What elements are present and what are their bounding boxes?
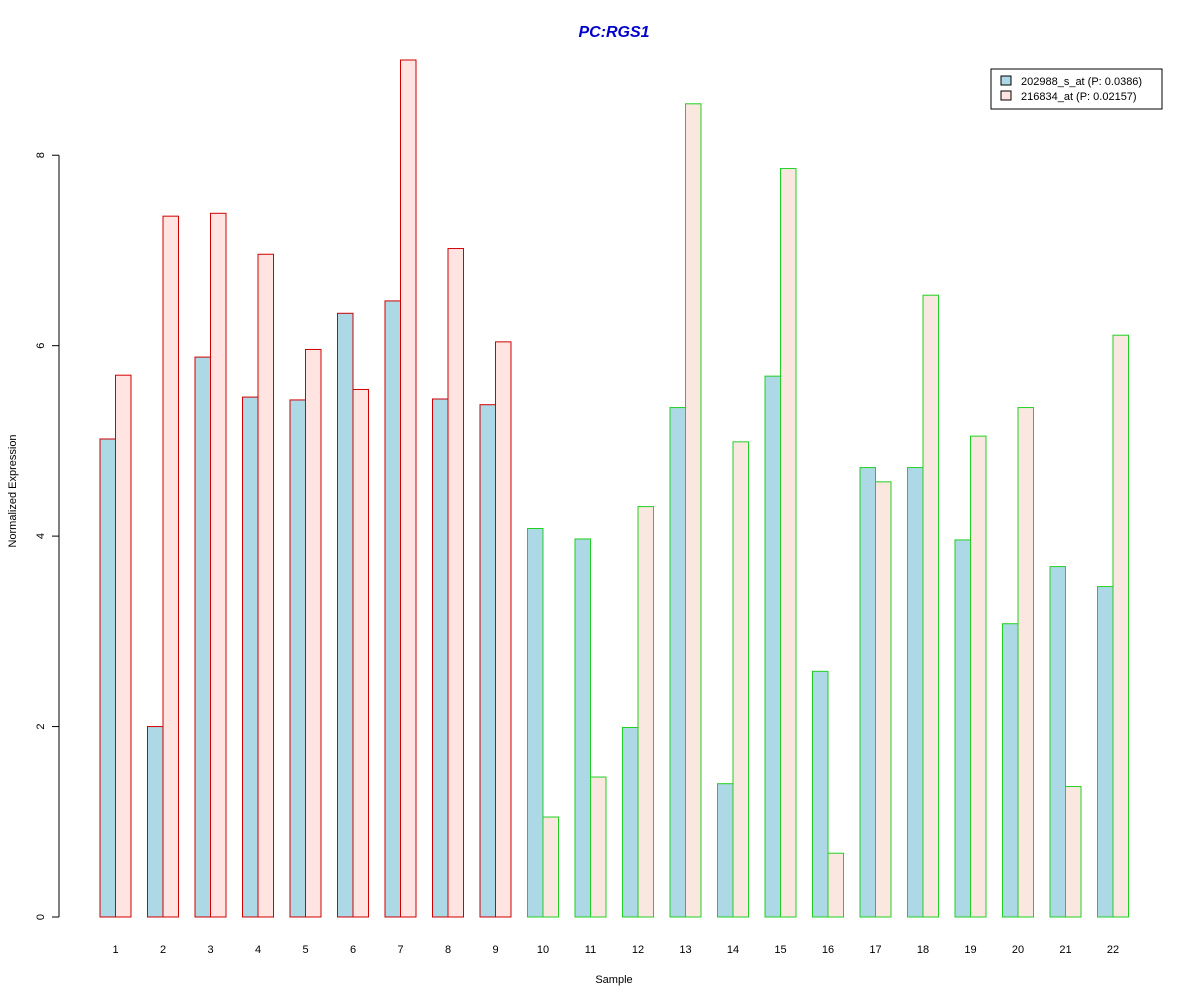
- bar-202988-s-at: [1002, 623, 1019, 918]
- x-tick-label: 2: [160, 944, 166, 956]
- bar-202988-s-at: [384, 300, 401, 918]
- x-tick-label: 9: [492, 944, 498, 956]
- bar-202988-s-at: [337, 312, 354, 918]
- x-tick-label: 22: [1107, 944, 1119, 956]
- x-tick-label: 3: [207, 944, 213, 956]
- legend-label-202988: 202988_s_at (P: 0.0386): [1021, 76, 1142, 88]
- bar-202988-s-at: [764, 375, 781, 918]
- bar-216834-at: [542, 816, 559, 918]
- bars-group: [99, 59, 1129, 918]
- bar-202988-s-at: [479, 404, 496, 918]
- x-tick-label: 7: [397, 944, 403, 956]
- bar-216834-at: [590, 776, 607, 918]
- bar-202988-s-at: [812, 670, 829, 918]
- y-tick-label: 0: [35, 914, 47, 920]
- y-tick-label: 2: [35, 723, 47, 729]
- x-tick-label: 11: [585, 944, 596, 956]
- chart-title: PC:RGS1: [578, 24, 649, 41]
- bar-216834-at: [637, 506, 654, 918]
- bar-202988-s-at: [907, 467, 924, 918]
- bar-202988-s-at: [527, 527, 544, 918]
- bar-216834-at: [352, 388, 369, 918]
- bar-202988-s-at: [99, 438, 116, 918]
- x-tick-label: 5: [302, 944, 308, 956]
- x-tick-label: 6: [350, 944, 356, 956]
- bar-202988-s-at: [717, 783, 734, 918]
- x-tick-label: 12: [632, 944, 644, 956]
- bar-216834-at: [875, 481, 892, 918]
- bar-216834-at: [115, 374, 132, 918]
- y-tick-label: 6: [35, 343, 47, 349]
- bar-216834-at: [1017, 407, 1034, 918]
- x-tick-label: 14: [727, 944, 739, 956]
- bar-216834-at: [780, 168, 797, 918]
- bar-216834-at: [305, 348, 322, 918]
- y-tick-label: 4: [35, 533, 47, 539]
- legend-swatch-216834: [1000, 90, 1012, 101]
- bar-216834-at: [1065, 786, 1082, 918]
- x-tick-label: 19: [964, 944, 976, 956]
- bar-202988-s-at: [147, 726, 164, 918]
- y-axis-label: Normalized Expression: [7, 434, 19, 547]
- bar-216834-at: [495, 341, 512, 918]
- bar-202988-s-at: [432, 398, 449, 918]
- bar-216834-at: [827, 852, 844, 918]
- bar-202988-s-at: [194, 356, 211, 918]
- x-tick-label: 18: [917, 944, 929, 956]
- x-tick-label: 20: [1012, 944, 1024, 956]
- bar-202988-s-at: [1049, 566, 1066, 918]
- bar-216834-at: [257, 253, 274, 918]
- x-tick-label: 8: [445, 944, 451, 956]
- x-tick-labels: 1 2 3 4 5 6 7 8 9 10 11 12 13 14 15 16 17 18 19 20 21 22: [112, 944, 1119, 956]
- bar-202988-s-at: [289, 399, 306, 918]
- bar-216834-at: [922, 294, 939, 918]
- bar-202988-s-at: [954, 539, 971, 918]
- bar-216834-at: [1112, 334, 1129, 918]
- bar-202988-s-at: [622, 727, 639, 918]
- bar-216834-at: [685, 103, 702, 918]
- bar-216834-at: [400, 59, 417, 918]
- bar-216834-at: [162, 215, 179, 918]
- y-axis: 0 2 4 6 8: [35, 152, 60, 920]
- bar-216834-at: [732, 441, 749, 918]
- legend-box: [990, 68, 1163, 110]
- bar-202988-s-at: [574, 538, 591, 918]
- bar-216834-at: [447, 248, 464, 918]
- x-tick-label: 1: [112, 944, 118, 956]
- x-tick-label: 17: [869, 944, 881, 956]
- x-tick-label: 4: [255, 944, 261, 956]
- x-tick-label: 21: [1059, 944, 1071, 956]
- bar-216834-at: [210, 212, 227, 918]
- x-tick-label: 10: [537, 944, 549, 956]
- x-tick-label: 15: [774, 944, 786, 956]
- bar-216834-at: [970, 435, 987, 918]
- x-tick-label: 16: [822, 944, 834, 956]
- bar-202988-s-at: [669, 407, 686, 918]
- bar-202988-s-at: [1097, 586, 1114, 918]
- legend-label-216834: 216834_at (P: 0.02157): [1021, 91, 1137, 103]
- legend: 202988_s_at (P: 0.0386) 216834_at (P: 0.…: [990, 68, 1163, 110]
- bar-202988-s-at: [859, 467, 876, 918]
- y-tick-label: 8: [35, 152, 47, 158]
- bar-202988-s-at: [242, 396, 259, 918]
- x-tick-label: 13: [679, 944, 691, 956]
- legend-swatch-202988: [1000, 75, 1012, 86]
- x-axis-label: Sample: [595, 974, 632, 986]
